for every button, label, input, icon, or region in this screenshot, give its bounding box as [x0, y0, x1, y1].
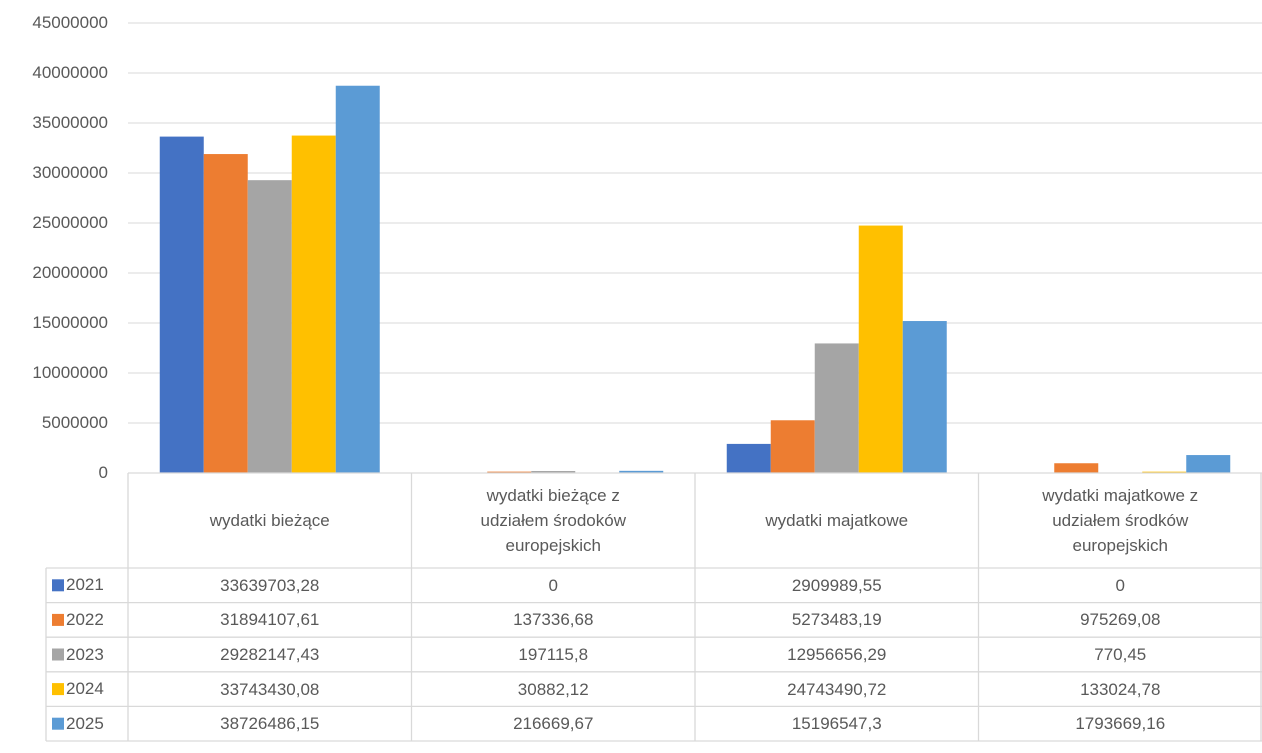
y-tick-label: 45000000 — [32, 13, 108, 32]
table-value: 0 — [548, 575, 558, 595]
table-value: 137336,68 — [513, 610, 594, 630]
y-tick-label: 15000000 — [32, 313, 108, 332]
bar — [247, 180, 292, 473]
legend-label: 2025 — [66, 713, 104, 733]
table-value: 29282147,43 — [220, 644, 320, 664]
table-value: 133024,78 — [1080, 679, 1161, 699]
bar — [159, 136, 204, 473]
legend-label: 2024 — [66, 679, 104, 699]
y-tick-label: 0 — [98, 463, 108, 482]
category-label: wydatki bieżące z udziałem środoków euro… — [480, 486, 626, 555]
bar — [1142, 471, 1187, 473]
table-value: 975269,08 — [1080, 610, 1161, 630]
bar — [902, 321, 947, 473]
y-tick-label: 20000000 — [32, 263, 108, 282]
bar — [770, 420, 815, 473]
category-label: wydatki majatkowe — [765, 511, 909, 530]
bar — [291, 135, 336, 473]
bar — [335, 85, 380, 473]
table-value: 5273483,19 — [791, 610, 882, 630]
table-value: 0 — [1115, 575, 1125, 595]
table-value: 216669,67 — [513, 714, 594, 734]
table-value: 15196547,3 — [791, 714, 882, 734]
bar — [531, 471, 576, 473]
legend-label: 2022 — [66, 609, 104, 629]
table-value: 197115,8 — [518, 644, 589, 664]
table-value: 770,45 — [1094, 644, 1147, 664]
table-value: 2909989,55 — [791, 575, 882, 595]
legend-swatch — [52, 648, 64, 661]
bar — [1054, 463, 1099, 473]
y-tick-label: 30000000 — [32, 163, 108, 182]
table-value: 33743430,08 — [220, 679, 320, 699]
y-tick-label: 35000000 — [32, 113, 108, 132]
legend-label: 2023 — [66, 644, 104, 664]
legend-label: 2021 — [66, 575, 104, 595]
table-value: 38726486,15 — [220, 714, 320, 734]
category-label: wydatki bieżące — [209, 511, 330, 530]
bar — [487, 471, 532, 473]
table-value: 24743490,72 — [787, 679, 887, 699]
legend-swatch — [52, 579, 64, 592]
legend-swatch — [52, 717, 64, 730]
bar — [814, 343, 859, 473]
table-value: 30882,12 — [517, 679, 589, 699]
bar — [619, 470, 664, 473]
table-value: 33639703,28 — [220, 575, 320, 595]
bar — [858, 225, 903, 473]
legend-swatch — [52, 683, 64, 696]
bar — [203, 154, 248, 473]
y-tick-label: 10000000 — [32, 363, 108, 382]
y-tick-label: 40000000 — [32, 63, 108, 82]
category-label: wydatki majatkowe z udziałem środków eur… — [1042, 486, 1199, 555]
table-value: 1793669,16 — [1075, 714, 1166, 734]
legend-swatch — [52, 613, 64, 626]
table-value: 12956656,29 — [787, 644, 887, 664]
table-value: 31894107,61 — [220, 610, 320, 630]
bar — [726, 443, 771, 473]
y-tick-label: 5000000 — [41, 413, 108, 432]
bar — [1186, 455, 1231, 473]
y-tick-label: 25000000 — [32, 213, 108, 232]
